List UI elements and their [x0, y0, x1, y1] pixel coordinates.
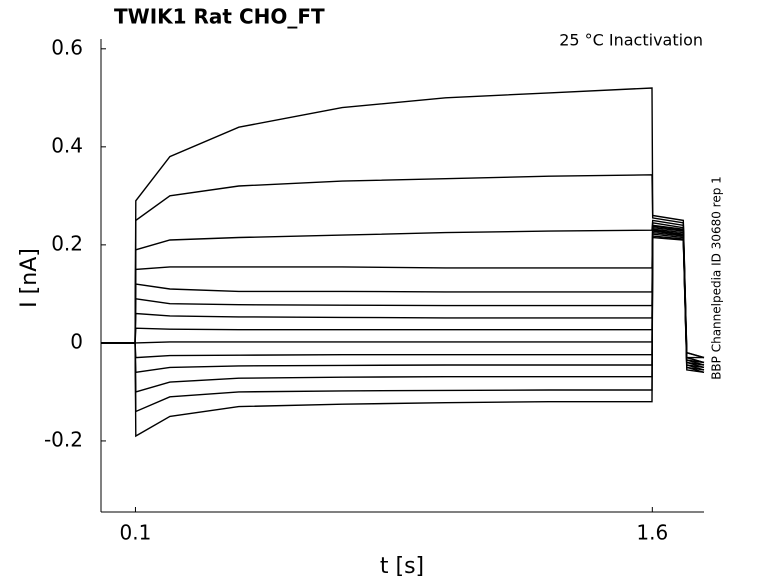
y-tick-label: 0.4 [51, 133, 83, 157]
x-tick-label: 0.1 [120, 521, 152, 545]
trace [101, 230, 705, 369]
side-note: BBP Channelpedia ID 30680 rep 1 [710, 176, 724, 380]
trace [101, 87, 705, 359]
trace [101, 226, 705, 366]
trace [101, 233, 705, 393]
y-tick-label: 0.6 [51, 35, 83, 59]
y-axis-label: I [nA] [17, 248, 42, 308]
trace [101, 236, 705, 438]
trace [101, 225, 705, 364]
trace [101, 174, 705, 359]
x-axis-label: t [s] [380, 554, 424, 579]
trace [101, 231, 705, 374]
x-tick-label: 1.6 [636, 521, 668, 545]
chart-title: TWIK1 Rat CHO_FT [114, 5, 325, 29]
trace [101, 219, 704, 359]
y-tick-label: -0.2 [44, 427, 83, 451]
trace [101, 229, 705, 369]
trace [101, 235, 705, 413]
y-tick-label: 0.2 [51, 231, 83, 255]
y-tick-label: 0 [70, 329, 83, 353]
annotation: 25 °C Inactivation [559, 31, 703, 50]
trace [101, 228, 705, 366]
trace [101, 224, 705, 364]
trace [101, 221, 705, 364]
